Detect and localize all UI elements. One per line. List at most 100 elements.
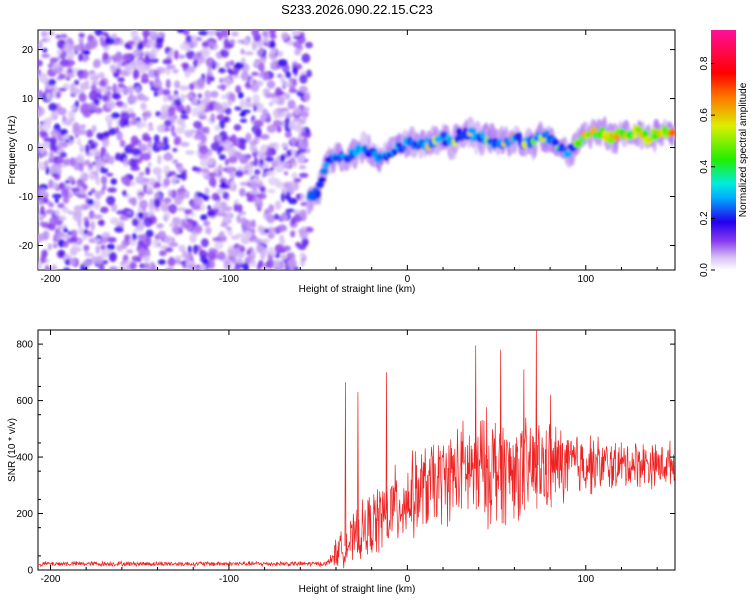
noise-blob xyxy=(223,38,230,48)
noise-blob xyxy=(242,219,252,230)
noise-blob xyxy=(168,171,177,176)
noise-blob xyxy=(52,234,58,243)
noise-blob xyxy=(153,198,161,209)
signal-blob xyxy=(590,126,598,133)
noise-blob xyxy=(168,189,173,198)
noise-blob xyxy=(236,214,242,224)
noise-blob xyxy=(42,122,51,132)
noise-blob xyxy=(205,226,212,235)
noise-blob xyxy=(58,87,67,92)
noise-blob xyxy=(130,117,138,126)
noise-blob xyxy=(99,86,108,93)
noise-blob xyxy=(127,85,134,96)
noise-blob xyxy=(117,77,125,83)
noise-blob xyxy=(95,158,102,167)
snr-ylabel: SNR (10 * v/v) xyxy=(7,418,18,482)
noise-blob xyxy=(198,145,209,155)
noise-blob xyxy=(254,198,264,209)
signal-blob xyxy=(560,146,568,152)
noise-blob xyxy=(298,172,309,178)
noise-blob xyxy=(77,218,82,228)
noise-blob xyxy=(119,39,124,46)
noise-blob xyxy=(143,217,153,228)
noise-blob xyxy=(233,265,241,270)
noise-blob xyxy=(301,126,306,134)
noise-blob xyxy=(40,30,48,38)
noise-blob xyxy=(60,128,68,136)
noise-blob xyxy=(299,209,308,218)
noise-blob xyxy=(62,134,71,140)
noise-blob xyxy=(219,119,226,130)
noise-blob xyxy=(273,213,280,220)
noise-blob xyxy=(113,72,119,78)
noise-blob xyxy=(46,91,51,101)
noise-blob xyxy=(275,181,285,189)
signal-blob xyxy=(563,151,573,157)
noise-blob xyxy=(218,154,226,161)
noise-blob xyxy=(101,31,108,37)
noise-blob xyxy=(240,57,246,65)
noise-blob xyxy=(239,188,246,197)
signal-blob xyxy=(317,176,327,183)
noise-blob xyxy=(227,156,238,164)
noise-blob xyxy=(48,151,55,160)
noise-blob xyxy=(299,74,308,84)
noise-blob xyxy=(250,83,260,93)
noise-blob xyxy=(222,212,227,218)
colorbar-tick-label: 0.6 xyxy=(699,108,710,122)
noise-blob xyxy=(106,243,116,251)
noise-blob xyxy=(226,212,234,219)
noise-blob xyxy=(285,71,292,79)
noise-blob xyxy=(79,162,84,172)
x-tick-label: -100 xyxy=(219,274,239,285)
signal-blob xyxy=(319,168,329,175)
noise-blob xyxy=(153,134,160,143)
noise-blob xyxy=(299,139,309,150)
noise-blob xyxy=(49,165,54,176)
noise-blob xyxy=(49,216,59,226)
noise-blob xyxy=(256,102,265,113)
noise-blob xyxy=(172,159,179,165)
noise-blob xyxy=(272,259,282,270)
signal-blob xyxy=(400,145,407,152)
noise-blob xyxy=(232,70,239,76)
noise-blob xyxy=(285,208,296,213)
noise-blob xyxy=(84,220,90,229)
noise-blob xyxy=(192,167,202,172)
noise-blob xyxy=(56,231,65,237)
signal-blob xyxy=(467,127,477,134)
noise-blob xyxy=(134,59,144,70)
noise-blob xyxy=(90,143,97,150)
noise-blob xyxy=(93,199,101,210)
noise-blob xyxy=(99,263,105,270)
noise-blob xyxy=(200,168,210,173)
noise-blob xyxy=(78,71,83,80)
noise-blob xyxy=(237,91,244,99)
noise-blob xyxy=(269,30,276,36)
noise-blob xyxy=(164,127,171,132)
noise-blob xyxy=(191,34,198,44)
noise-blob xyxy=(268,176,278,186)
noise-blob xyxy=(268,246,274,256)
noise-blob xyxy=(265,259,275,269)
noise-blob xyxy=(38,106,45,116)
noise-blob xyxy=(280,77,285,84)
noise-blob xyxy=(239,99,247,108)
noise-blob xyxy=(153,79,163,89)
noise-blob xyxy=(71,187,80,193)
noise-blob xyxy=(266,112,271,121)
noise-blob xyxy=(79,144,85,153)
noise-blob xyxy=(175,174,185,179)
noise-blob xyxy=(84,80,90,86)
noise-blob xyxy=(38,233,43,243)
noise-blob xyxy=(73,205,83,212)
noise-blob xyxy=(215,30,220,37)
noise-blob xyxy=(192,97,198,106)
noise-blob xyxy=(172,216,180,227)
signal-blob xyxy=(323,161,330,169)
noise-blob xyxy=(204,90,212,100)
noise-blob xyxy=(233,124,242,131)
noise-blob xyxy=(237,143,243,149)
